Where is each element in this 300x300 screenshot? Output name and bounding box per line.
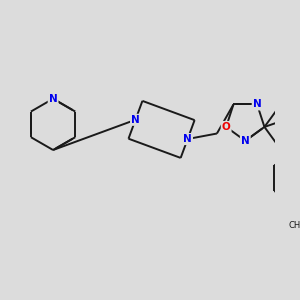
Text: O: O bbox=[222, 122, 230, 132]
Text: N: N bbox=[49, 94, 58, 104]
Text: N: N bbox=[131, 115, 140, 125]
Text: CH₃: CH₃ bbox=[289, 221, 300, 230]
Text: N: N bbox=[183, 134, 192, 144]
Text: N: N bbox=[241, 136, 250, 146]
Text: N: N bbox=[253, 99, 262, 110]
